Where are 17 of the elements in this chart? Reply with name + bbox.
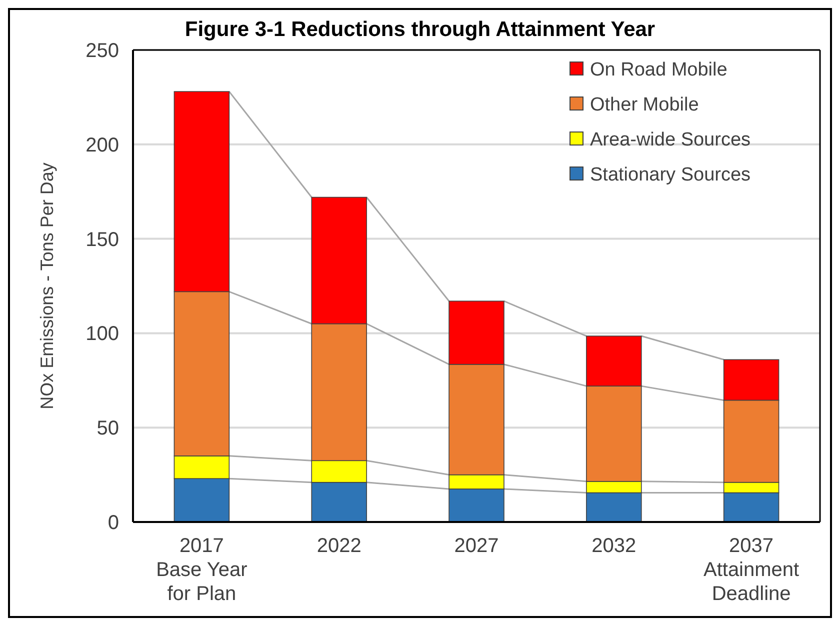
x-tick-label: 2032 (592, 535, 636, 557)
legend-label: Area-wide Sources (590, 130, 751, 151)
legend-label: Stationary Sources (590, 164, 751, 186)
x-tick-label: 2017 Base Year for Plan (156, 535, 248, 605)
y-tick-label: 200 (86, 134, 119, 156)
y-tick-label: 250 (86, 40, 119, 62)
y-tick-label: 50 (96, 418, 119, 440)
y-tick-label: 0 (108, 512, 119, 534)
legend-label: On Road Mobile (590, 60, 728, 81)
x-tick-label: 2022 (316, 535, 362, 557)
chart-title: Figure 3-1 Reductions through Attainment Year (184, 18, 656, 41)
y-tick-label: 150 (86, 228, 119, 251)
y-axis-title: NOx Emissions - Tons Per Day (37, 162, 57, 410)
legend-label: Other Mobile (590, 94, 699, 116)
x-tick-label: 2037 Attainment Deadline (703, 535, 800, 605)
x-tick-label: 2027 (454, 535, 499, 557)
y-tick-label: 100 (86, 323, 119, 346)
